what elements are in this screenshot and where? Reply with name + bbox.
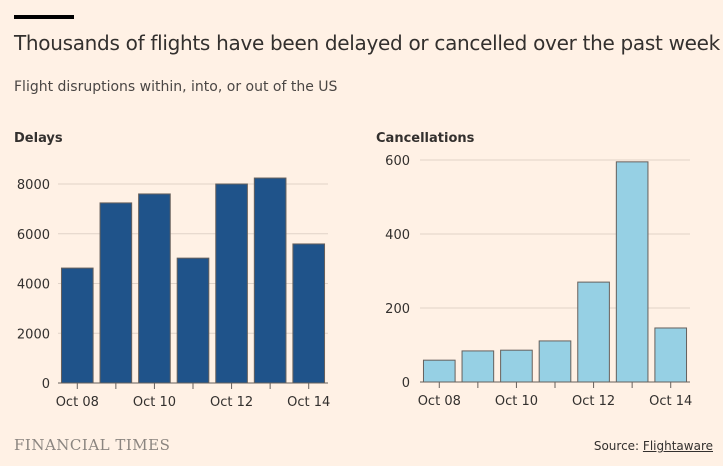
bar — [538, 340, 572, 383]
y-tick-label: 200 — [385, 302, 410, 317]
bar — [215, 183, 248, 384]
x-tick-label: Oct 08 — [56, 395, 99, 410]
bar — [176, 257, 210, 384]
ft-accent-bar — [14, 15, 74, 19]
y-tick-label: 6000 — [17, 228, 50, 243]
y-tick-label: 4000 — [17, 278, 50, 293]
source-link[interactable]: Flightaware — [642, 439, 713, 453]
y-tick-label: 0 — [402, 376, 410, 391]
bar — [654, 327, 688, 383]
y-tick-label: 600 — [385, 154, 410, 169]
bar — [577, 281, 610, 383]
ft-logo: FINANCIAL TIMES — [14, 436, 171, 454]
cancellations-title: Cancellations — [376, 131, 475, 146]
y-tick-label: 400 — [385, 228, 410, 243]
x-tick-label: Oct 10 — [133, 395, 176, 410]
y-tick-label: 2000 — [17, 327, 50, 342]
bar — [138, 193, 171, 384]
y-tick-label: 0 — [42, 377, 50, 392]
y-tick-label: 8000 — [17, 178, 50, 193]
bar — [500, 349, 533, 383]
bar — [615, 161, 649, 383]
bar — [292, 243, 326, 384]
bar — [422, 359, 456, 383]
bar — [60, 267, 94, 384]
x-tick-label: Oct 08 — [418, 394, 461, 409]
x-tick-label: Oct 10 — [495, 394, 538, 409]
x-tick-label: Oct 14 — [649, 394, 692, 409]
bar — [99, 202, 133, 384]
x-tick-label: Oct 14 — [287, 395, 330, 410]
source-note: Source: Flightaware — [594, 439, 713, 453]
x-tick-label: Oct 12 — [210, 395, 253, 410]
x-tick-label: Oct 12 — [572, 394, 615, 409]
delays-title: Delays — [14, 131, 63, 146]
chart-subtitle: Flight disruptions within, into, or out … — [14, 79, 338, 95]
bar — [253, 177, 287, 384]
source-prefix: Source: — [593, 439, 643, 453]
bar — [461, 350, 495, 383]
chart-title: Thousands of flights have been delayed o… — [14, 31, 720, 55]
